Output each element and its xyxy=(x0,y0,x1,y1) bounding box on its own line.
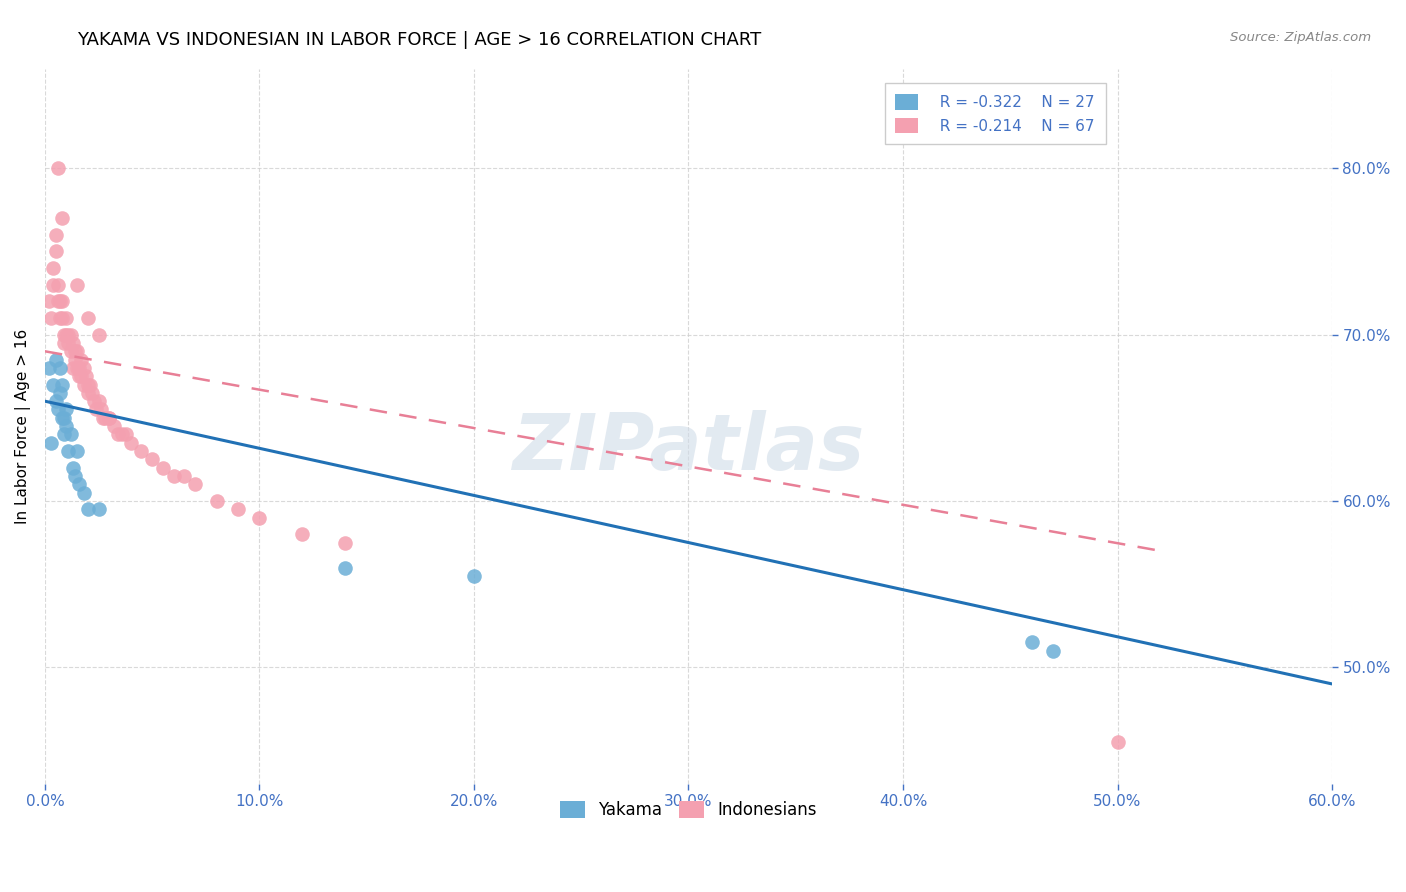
Point xyxy=(83,394,105,409)
Point xyxy=(75,369,97,384)
Point xyxy=(46,277,69,292)
Point xyxy=(53,335,76,350)
Point xyxy=(46,161,69,176)
Point xyxy=(72,377,94,392)
Point xyxy=(70,369,93,384)
Point xyxy=(1107,735,1129,749)
Point xyxy=(49,360,72,375)
Point xyxy=(59,344,82,359)
Point xyxy=(90,402,112,417)
Point xyxy=(107,427,129,442)
Point xyxy=(42,261,65,276)
Point xyxy=(66,344,89,359)
Point xyxy=(152,460,174,475)
Point xyxy=(98,410,121,425)
Point xyxy=(45,227,67,242)
Point xyxy=(291,527,314,541)
Point xyxy=(42,377,65,392)
Point xyxy=(53,327,76,342)
Point xyxy=(67,360,90,375)
Point xyxy=(49,311,72,326)
Point xyxy=(46,294,69,309)
Point xyxy=(141,452,163,467)
Point xyxy=(58,327,80,342)
Point xyxy=(55,402,77,417)
Point xyxy=(66,444,89,458)
Point xyxy=(38,360,60,375)
Point xyxy=(72,360,94,375)
Text: YAKAMA VS INDONESIAN IN LABOR FORCE | AGE > 16 CORRELATION CHART: YAKAMA VS INDONESIAN IN LABOR FORCE | AG… xyxy=(77,31,762,49)
Point xyxy=(38,294,60,309)
Point xyxy=(66,277,89,292)
Point xyxy=(67,369,90,384)
Point xyxy=(162,469,184,483)
Point xyxy=(51,377,73,392)
Point xyxy=(49,385,72,400)
Point xyxy=(87,394,110,409)
Point xyxy=(1042,643,1064,657)
Text: Source: ZipAtlas.com: Source: ZipAtlas.com xyxy=(1230,31,1371,45)
Point xyxy=(87,327,110,342)
Point xyxy=(111,427,134,442)
Point xyxy=(463,569,485,583)
Point xyxy=(45,244,67,259)
Point xyxy=(63,352,86,367)
Point xyxy=(53,427,76,442)
Point xyxy=(76,385,98,400)
Point xyxy=(115,427,138,442)
Point xyxy=(80,385,103,400)
Point xyxy=(91,410,114,425)
Point xyxy=(335,535,357,549)
Point xyxy=(70,352,93,367)
Point xyxy=(184,477,207,491)
Point xyxy=(103,419,125,434)
Point xyxy=(63,344,86,359)
Point xyxy=(76,311,98,326)
Point xyxy=(249,510,271,524)
Point xyxy=(45,352,67,367)
Point xyxy=(53,410,76,425)
Point xyxy=(59,327,82,342)
Point xyxy=(67,477,90,491)
Point xyxy=(41,435,63,450)
Point xyxy=(335,560,357,574)
Point xyxy=(58,335,80,350)
Point xyxy=(42,277,65,292)
Y-axis label: In Labor Force | Age > 16: In Labor Force | Age > 16 xyxy=(15,328,31,524)
Point xyxy=(51,294,73,309)
Point xyxy=(1021,635,1043,649)
Point xyxy=(55,419,77,434)
Point xyxy=(63,469,86,483)
Point xyxy=(86,402,108,417)
Point xyxy=(173,469,195,483)
Point xyxy=(76,502,98,516)
Point xyxy=(58,444,80,458)
Point xyxy=(226,502,249,516)
Point xyxy=(51,211,73,226)
Point xyxy=(120,435,142,450)
Point xyxy=(59,427,82,442)
Point xyxy=(62,460,84,475)
Point xyxy=(131,444,153,458)
Point xyxy=(46,402,69,417)
Point xyxy=(55,327,77,342)
Point xyxy=(62,335,84,350)
Point xyxy=(55,311,77,326)
Point xyxy=(62,360,84,375)
Point xyxy=(51,410,73,425)
Point xyxy=(51,311,73,326)
Point xyxy=(79,377,101,392)
Point xyxy=(205,494,228,508)
Point xyxy=(76,377,98,392)
Legend: Yakama, Indonesians: Yakama, Indonesians xyxy=(554,794,824,825)
Point xyxy=(87,502,110,516)
Point xyxy=(45,394,67,409)
Point xyxy=(94,410,117,425)
Point xyxy=(41,311,63,326)
Point xyxy=(66,360,89,375)
Point xyxy=(49,294,72,309)
Point xyxy=(98,410,121,425)
Point xyxy=(72,485,94,500)
Text: ZIPatlas: ZIPatlas xyxy=(512,409,865,485)
